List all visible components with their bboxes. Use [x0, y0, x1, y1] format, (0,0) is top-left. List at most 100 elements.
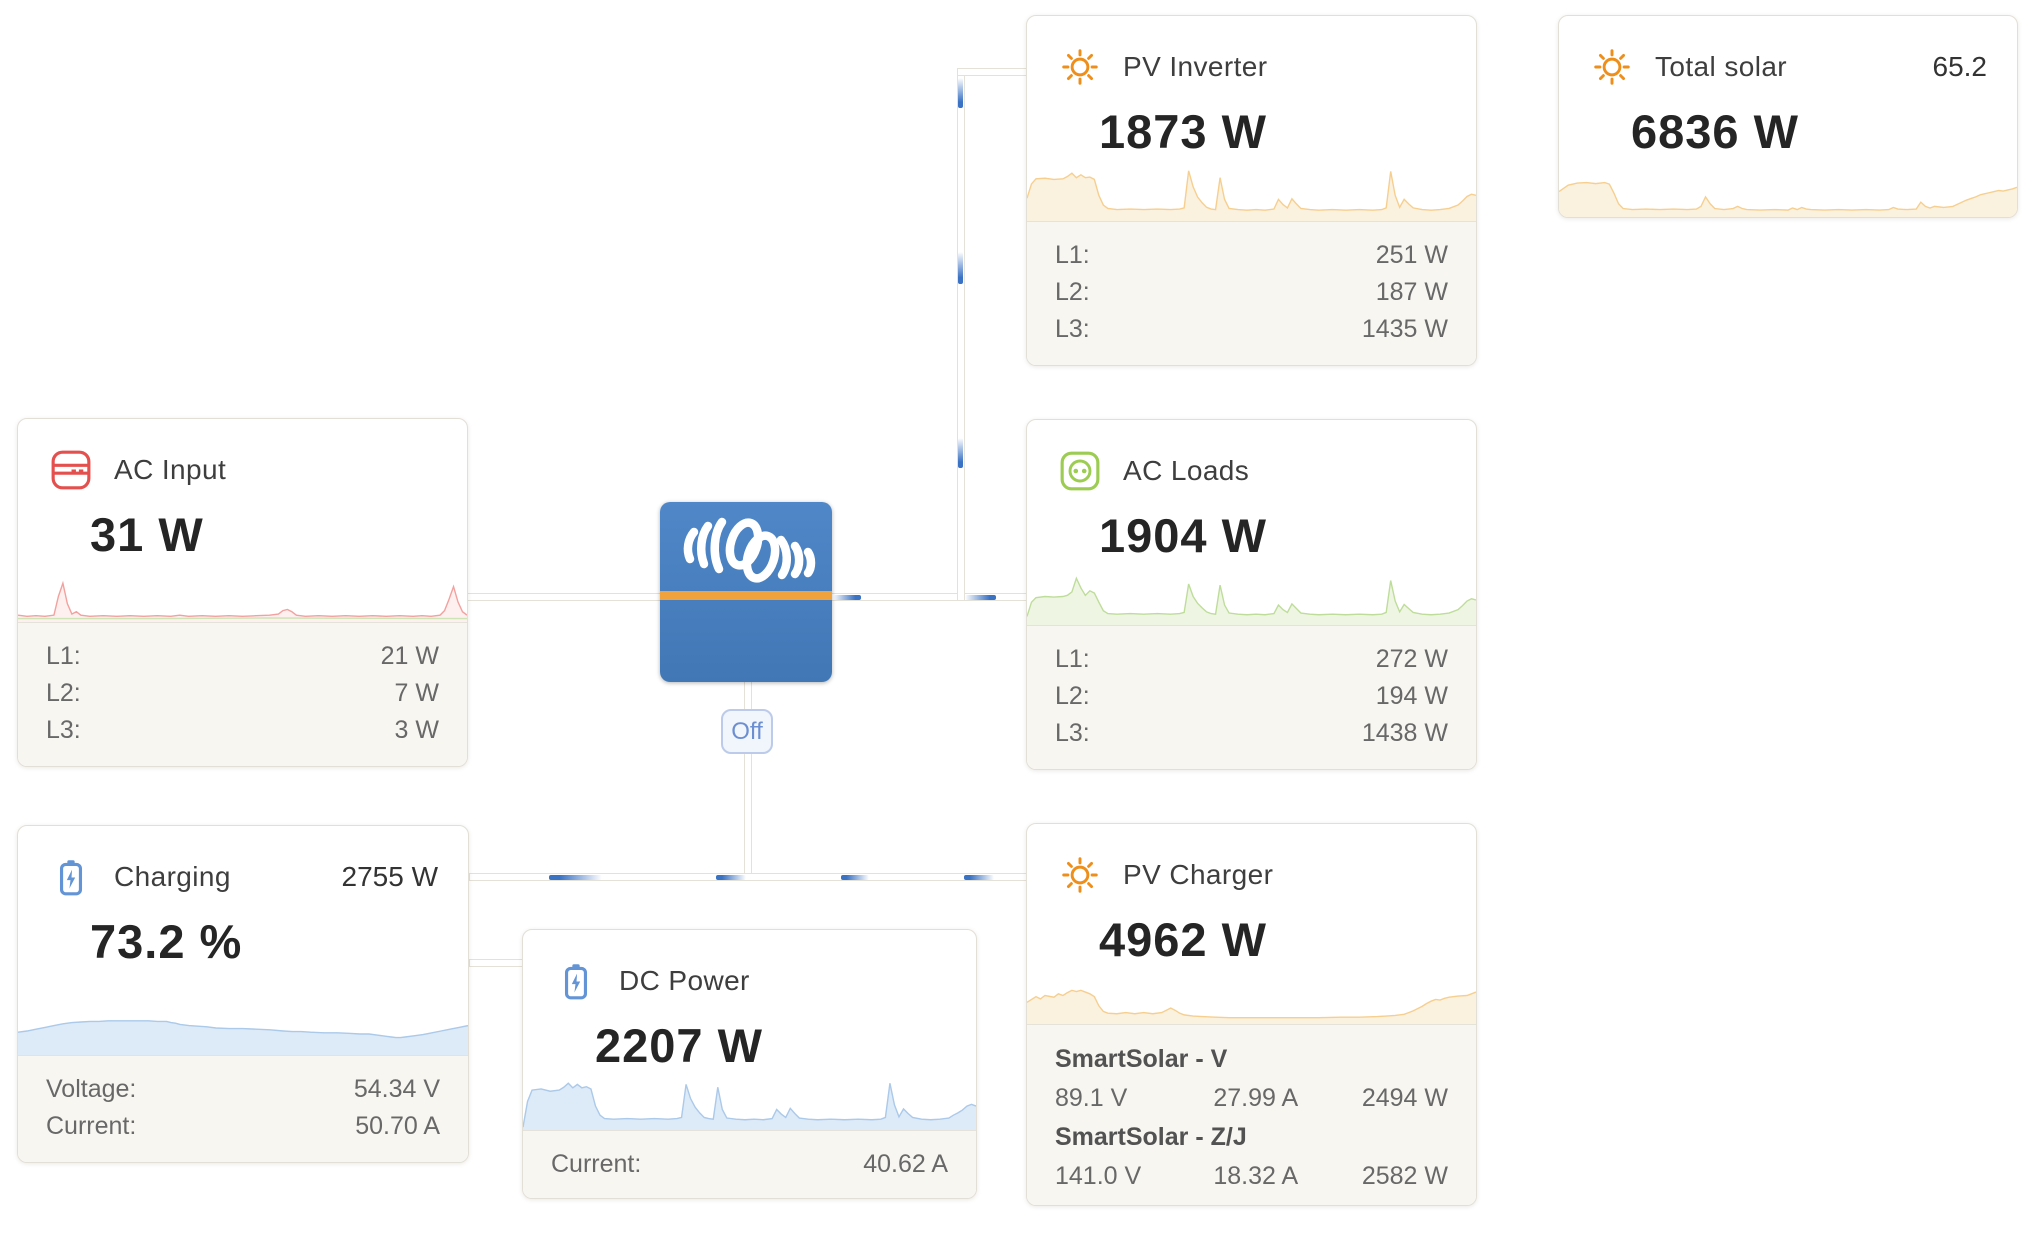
row-value: 1438 W: [1361, 719, 1448, 747]
detail-row: L2: 194 W: [1055, 678, 1448, 715]
charger-voltage: 141.0 V: [1055, 1162, 1142, 1190]
card-ac-loads[interactable]: AC Loads 1904 W L1: 272 W L2: 194 W L3: 143…: [1026, 419, 1477, 770]
dc-power-sparkline: [523, 1073, 976, 1130]
connector-pv-inverter-horizontal: [957, 68, 1027, 76]
outlet-icon: [1060, 451, 1100, 491]
sun-icon: [1594, 49, 1630, 85]
flow-dash: [549, 875, 602, 880]
flow-dash: [958, 78, 963, 108]
row-label: Current:: [551, 1150, 642, 1178]
detail-row: 141.0 V 18.32 A 2582 W: [1055, 1157, 1448, 1196]
detail-row: L2: 7 W: [46, 675, 439, 712]
detail-row: L2: 187 W: [1055, 274, 1448, 311]
card-charging-header: Charging 2755 W: [18, 826, 468, 898]
grid-icon: [51, 450, 91, 490]
card-pv-inverter[interactable]: PV Inverter 1873 W L1: 251 W L2: 187 W L3:…: [1026, 15, 1477, 366]
detail-row: L3: 3 W: [46, 712, 439, 749]
charging-details: Voltage: 54.34 V Current: 50.70 A: [18, 1055, 468, 1162]
total-solar-power: 6836 W: [1631, 105, 1799, 158]
row-value: 251 W: [1375, 241, 1448, 269]
charger-power: 2582 W: [1361, 1162, 1448, 1190]
row-label: L3:: [1055, 719, 1090, 747]
row-value: 1435 W: [1361, 315, 1448, 343]
battery-icon: [59, 860, 83, 896]
detail-row: Current: 40.62 A: [551, 1146, 948, 1183]
pv-charger-power: 4962 W: [1099, 913, 1267, 966]
detail-row: Current: 50.70 A: [46, 1108, 440, 1145]
charging-power: 2755 W: [341, 861, 439, 892]
card-title: Charging: [114, 861, 231, 892]
ac-loads-details: L1: 272 W L2: 194 W L3: 1438 W: [1027, 625, 1476, 769]
charger-voltage: 89.1 V: [1055, 1084, 1128, 1112]
row-value: 50.70 A: [355, 1112, 440, 1140]
card-title: AC Input: [114, 454, 227, 485]
detail-row: L1: 251 W: [1055, 237, 1448, 274]
row-value: 21 W: [380, 642, 439, 670]
row-value: 54.34 V: [353, 1075, 440, 1103]
charging-soc: 73.2 %: [90, 915, 243, 968]
total-solar-sparkline: [1559, 164, 2017, 217]
card-ac-input[interactable]: AC Input 31 W L1: 21 W L2: 7 W L3: 3 W: [17, 418, 468, 767]
inverter-device[interactable]: [660, 502, 832, 682]
card-title: AC Loads: [1123, 455, 1250, 486]
connector-pv-inverter-vertical: [957, 68, 965, 601]
inverter-status-badge: Off: [721, 709, 773, 754]
battery-icon: [564, 964, 588, 1000]
pv-inverter-details: L1: 251 W L2: 187 W L3: 1435 W: [1027, 221, 1476, 365]
ac-loads-power: 1904 W: [1099, 509, 1267, 562]
row-value: 272 W: [1375, 645, 1448, 673]
sun-icon: [1062, 49, 1098, 85]
total-solar-yield: 65.2: [1932, 51, 1988, 82]
card-total-solar-header: Total solar 65.2: [1559, 16, 2017, 88]
card-pv-charger[interactable]: PV Charger 4962 W SmartSolar - V 89.1 V …: [1026, 823, 1477, 1206]
victron-logo-icon: [683, 517, 816, 583]
row-value: 187 W: [1375, 278, 1448, 306]
sun-icon: [1062, 857, 1098, 893]
pv-charger-sparkline: [1027, 967, 1476, 1024]
charging-sparkline: [18, 995, 468, 1055]
connector-dc-power: [469, 959, 525, 967]
inverter-ac-stripe: [660, 591, 832, 600]
charger-current: 18.32 A: [1213, 1162, 1299, 1190]
dc-power-details: Current: 40.62 A: [523, 1130, 976, 1198]
card-title: PV Inverter: [1123, 51, 1268, 82]
pv-inverter-sparkline: [1027, 164, 1476, 221]
card-title: PV Charger: [1123, 859, 1274, 890]
row-label: L1:: [1055, 645, 1090, 673]
detail-row: L3: 1438 W: [1055, 715, 1448, 752]
flow-dash: [964, 875, 994, 880]
row-value: 3 W: [394, 716, 439, 744]
card-pv-charger-header: PV Charger: [1027, 824, 1476, 896]
pv-inverter-power: 1873 W: [1099, 105, 1267, 158]
row-label: Voltage:: [46, 1075, 137, 1103]
ac-input-details: L1: 21 W L2: 7 W L3: 3 W: [18, 622, 467, 766]
ac-input-sparkline: [18, 565, 467, 622]
detail-row: L1: 21 W: [46, 638, 439, 675]
flow-dash: [716, 875, 746, 880]
row-label: L1:: [46, 642, 81, 670]
flow-dash: [958, 438, 963, 468]
flow-dash: [965, 595, 996, 600]
card-title: Total solar: [1655, 51, 1788, 82]
row-label: L3:: [46, 716, 81, 744]
row-value: 194 W: [1375, 682, 1448, 710]
row-value: 7 W: [394, 679, 439, 707]
detail-row: L1: 272 W: [1055, 641, 1448, 678]
row-value: 40.62 A: [863, 1150, 948, 1178]
card-title: DC Power: [619, 965, 750, 996]
flow-dash: [833, 595, 861, 600]
row-label: L1:: [1055, 241, 1090, 269]
detail-row: L3: 1435 W: [1055, 311, 1448, 348]
connector-ac-input: [467, 593, 662, 601]
card-ac-input-header: AC Input: [18, 419, 467, 491]
charger-name: SmartSolar - V: [1055, 1045, 1228, 1073]
row-label: Current:: [46, 1112, 137, 1140]
card-total-solar[interactable]: Total solar 65.2 6836 W: [1558, 15, 2018, 218]
row-label: L2:: [46, 679, 81, 707]
card-charging[interactable]: Charging 2755 W 73.2 % Voltage: 54.34 V C…: [17, 825, 469, 1163]
card-dc-power[interactable]: DC Power 2207 W Current: 40.62 A: [522, 929, 977, 1199]
charger-power: 2494 W: [1361, 1084, 1448, 1112]
charger-name: SmartSolar - Z/J: [1055, 1123, 1247, 1151]
card-dc-power-header: DC Power: [523, 930, 976, 1002]
